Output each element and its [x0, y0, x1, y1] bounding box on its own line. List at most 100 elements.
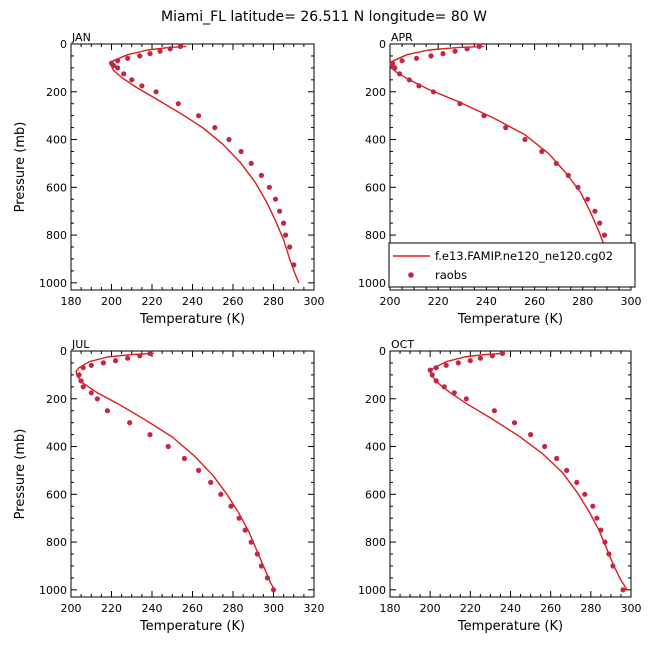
y-tick-label-jul: 800: [46, 536, 67, 549]
raobs-point-jul: [264, 575, 270, 581]
y-tick-label-jul: 200: [46, 393, 67, 406]
x-tick-label-apr: 220: [428, 295, 449, 308]
panel-jan: 180 200 220 240 260 280 300 0 200 400 600 800 1000 JA…: [13, 31, 325, 327]
raobs-point-jan: [115, 65, 121, 71]
y-tick-label-jul: 1000: [39, 584, 67, 597]
x-tick-label-jul: 220: [101, 602, 122, 615]
raobs-point-oct: [554, 455, 560, 462]
raobs-point-apr: [553, 160, 559, 166]
raobs-point-jul: [94, 396, 100, 402]
raobs-point-oct: [602, 539, 608, 545]
y-tick-label-jul: 400: [46, 441, 67, 454]
model-profile-line-jul: [75, 352, 276, 591]
raobs-point-oct: [542, 443, 548, 450]
x-tick-label-oct: 180: [380, 602, 401, 615]
raobs-point-jan: [196, 113, 202, 119]
raobs-point-apr: [397, 71, 403, 77]
raobs-point-jul: [80, 365, 86, 371]
raobs-point-jan: [167, 46, 173, 52]
raobs-point-oct: [574, 479, 580, 485]
raobs-point-oct: [528, 432, 534, 438]
raobs-point-jul: [125, 355, 131, 361]
raobs-point-oct: [433, 378, 439, 384]
raobs-point-oct: [455, 360, 461, 366]
raobs-point-jul: [218, 491, 224, 497]
x-tick-label-oct: 240: [500, 602, 521, 615]
raobs-point-jan: [277, 208, 283, 214]
raobs-point-jul: [165, 443, 171, 450]
y-tick-label-apr: 0: [379, 38, 386, 51]
panel-label-apr: APR: [391, 31, 413, 44]
raobs-point-apr: [464, 46, 470, 52]
x-tick-label-jan: 180: [61, 295, 82, 308]
panel-oct: 180 200 220 240 260 280 300 0 200 400 600 800 1000 OC…: [358, 338, 642, 634]
x-tick-label-jul: 280: [223, 602, 244, 615]
raobs-point-jul: [254, 551, 260, 557]
raobs-point-apr: [416, 83, 422, 89]
x-tick-label-oct: 300: [621, 602, 642, 615]
raobs-point-apr: [481, 113, 487, 119]
y-tick-label-jan: 600: [46, 181, 67, 194]
raobs-point-jul: [88, 390, 94, 396]
y-tick-label-jan: 0: [60, 38, 67, 51]
legend-model-label: f.e13.FAMIP.ne120_ne120.cg02: [435, 249, 613, 263]
raobs-point-apr: [392, 65, 398, 71]
y-tick-label-oct: 1000: [358, 584, 386, 597]
raobs-point-jan: [212, 125, 218, 131]
x-tick-label-jul: 260: [182, 602, 203, 615]
raobs-point-jan: [175, 101, 181, 107]
raobs-point-oct: [489, 353, 495, 359]
raobs-point-oct: [606, 551, 612, 557]
x-tick-label-oct: 280: [580, 602, 601, 615]
y-tick-label-apr: 1000: [358, 277, 386, 290]
y-tick-label-jul: 0: [60, 345, 67, 358]
y-tick-label-apr: 200: [365, 86, 386, 99]
raobs-point-oct: [477, 355, 483, 361]
raobs-point-oct: [590, 503, 596, 509]
legend-obs-swatch: [408, 272, 414, 278]
raobs-point-jan: [177, 43, 183, 50]
raobs-point-apr: [430, 89, 436, 95]
raobs-point-jan: [125, 55, 131, 61]
raobs-point-jul: [208, 479, 214, 485]
legend-box: [388, 242, 636, 288]
model-profile-line-apr: [389, 45, 619, 284]
raobs-point-jan: [110, 62, 117, 69]
raobs-point-oct: [594, 515, 600, 521]
y-tick-label-oct: 800: [365, 536, 386, 549]
raobs-point-jan: [248, 160, 254, 166]
raobs-point-apr: [575, 184, 581, 190]
x-axis-label-oct: Temperature (K): [457, 619, 563, 634]
x-axis-label-apr: Temperature (K): [457, 312, 563, 327]
x-tick-label-apr: 280: [572, 295, 593, 308]
raobs-point-oct: [499, 350, 506, 356]
raobs-point-apr: [440, 51, 446, 57]
raobs-point-oct: [427, 367, 433, 373]
y-tick-label-oct: 0: [379, 345, 386, 358]
raobs-point-jan: [153, 89, 159, 95]
raobs-point-apr: [503, 125, 509, 131]
raobs-point-oct: [443, 362, 449, 368]
legend: f.e13.FAMIP.ne120_ne120.cg02 raobs: [388, 242, 636, 288]
raobs-point-jan: [287, 244, 293, 250]
panel-label-jul: JUL: [71, 338, 90, 351]
raobs-point-oct: [598, 527, 604, 533]
raobs-point-jan: [272, 196, 279, 202]
raobs-point-jan: [266, 184, 272, 190]
x-tick-label-apr: 200: [380, 295, 401, 308]
raobs-point-jul: [147, 432, 153, 438]
y-tick-label-jan: 1000: [39, 277, 67, 290]
raobs-point-oct: [564, 467, 570, 473]
raobs-point-jul: [228, 503, 234, 509]
raobs-point-jul: [270, 587, 277, 593]
raobs-point-jul: [112, 358, 119, 364]
raobs-point-jan: [291, 262, 297, 268]
figure-title: Miami_FL latitude= 26.511 N longitude= 8…: [161, 9, 487, 25]
raobs-point-jul: [236, 515, 242, 521]
raobs-point-jan: [283, 232, 289, 238]
raobs-point-jan: [281, 220, 287, 226]
model-profile-line-jan: [109, 45, 300, 284]
raobs-point-apr: [452, 48, 458, 54]
x-tick-label-jul: 200: [61, 602, 82, 615]
